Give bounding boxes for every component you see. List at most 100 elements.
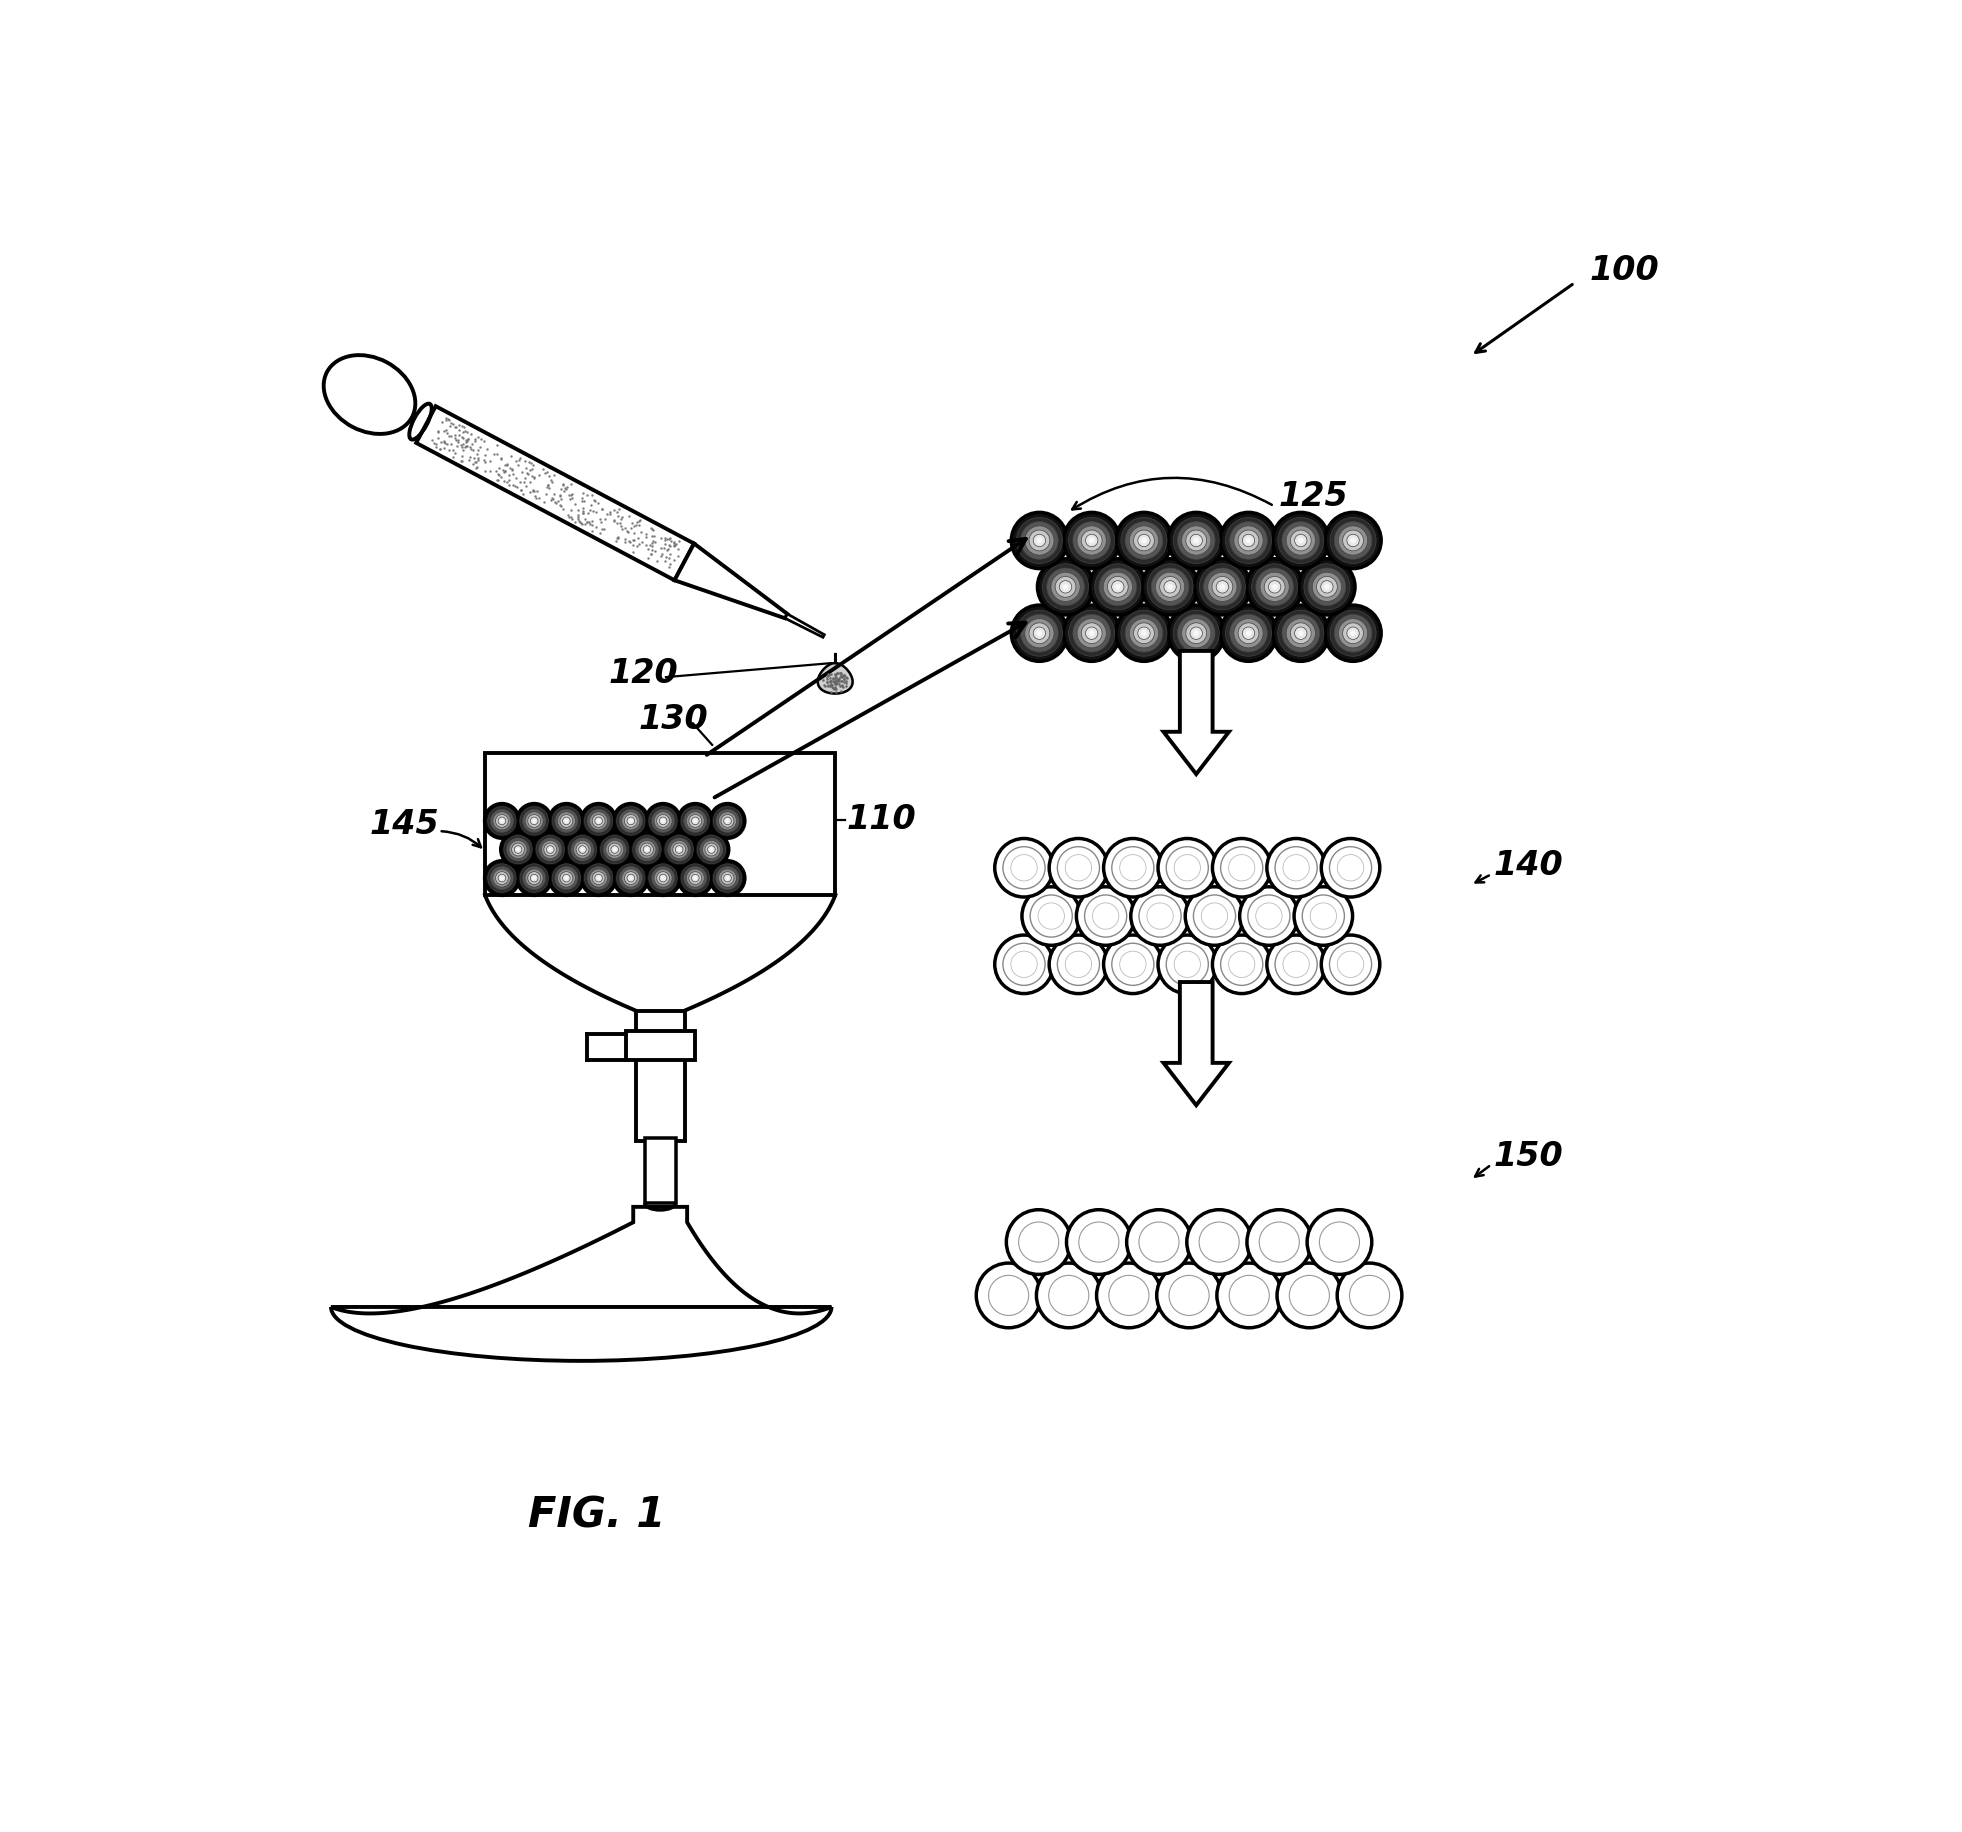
- Circle shape: [596, 878, 600, 881]
- Circle shape: [1246, 539, 1252, 544]
- Circle shape: [1124, 616, 1163, 652]
- Circle shape: [1152, 568, 1189, 606]
- Circle shape: [1238, 531, 1260, 551]
- Circle shape: [1085, 896, 1126, 938]
- Circle shape: [540, 839, 561, 861]
- Circle shape: [492, 812, 510, 830]
- Circle shape: [496, 872, 508, 885]
- Circle shape: [659, 876, 667, 883]
- Circle shape: [1067, 1211, 1132, 1275]
- Circle shape: [630, 834, 665, 867]
- Circle shape: [516, 861, 551, 896]
- Circle shape: [485, 861, 520, 896]
- Circle shape: [718, 870, 736, 889]
- Circle shape: [649, 808, 677, 835]
- Circle shape: [555, 810, 579, 834]
- Circle shape: [559, 815, 573, 828]
- Circle shape: [1320, 581, 1332, 594]
- Circle shape: [1063, 584, 1069, 590]
- Circle shape: [1334, 522, 1371, 561]
- Circle shape: [496, 815, 508, 828]
- Circle shape: [1156, 573, 1185, 603]
- Circle shape: [1281, 522, 1320, 561]
- Circle shape: [1103, 936, 1162, 995]
- Circle shape: [1160, 577, 1181, 597]
- Circle shape: [645, 804, 681, 839]
- Circle shape: [977, 1264, 1042, 1328]
- Text: 130: 130: [640, 702, 708, 735]
- Circle shape: [1230, 616, 1267, 652]
- Circle shape: [1052, 573, 1081, 603]
- Circle shape: [1299, 630, 1303, 638]
- Circle shape: [661, 878, 665, 881]
- Circle shape: [1073, 522, 1110, 561]
- Circle shape: [1248, 1211, 1313, 1275]
- Circle shape: [587, 867, 610, 890]
- Circle shape: [490, 810, 514, 834]
- Circle shape: [520, 808, 547, 835]
- Circle shape: [1024, 526, 1054, 555]
- Circle shape: [500, 819, 504, 823]
- Circle shape: [1283, 856, 1309, 881]
- Circle shape: [697, 835, 726, 865]
- Circle shape: [671, 841, 689, 859]
- Circle shape: [1264, 577, 1285, 597]
- Circle shape: [512, 843, 524, 856]
- Circle shape: [1042, 564, 1089, 610]
- Circle shape: [1081, 623, 1103, 645]
- Circle shape: [640, 843, 653, 856]
- Circle shape: [622, 870, 640, 889]
- Circle shape: [569, 835, 596, 865]
- Circle shape: [534, 834, 567, 867]
- Circle shape: [667, 839, 691, 861]
- Circle shape: [1193, 630, 1199, 638]
- Circle shape: [551, 865, 581, 892]
- Circle shape: [1346, 535, 1360, 548]
- Circle shape: [1177, 522, 1214, 561]
- Circle shape: [1213, 936, 1271, 995]
- Circle shape: [1181, 619, 1211, 649]
- Circle shape: [1287, 526, 1315, 555]
- Circle shape: [557, 812, 575, 830]
- Circle shape: [606, 841, 624, 859]
- Circle shape: [1063, 513, 1120, 570]
- Text: 145: 145: [369, 808, 439, 841]
- Circle shape: [1158, 839, 1216, 898]
- Circle shape: [1338, 1264, 1403, 1328]
- Circle shape: [1252, 564, 1297, 610]
- Circle shape: [1109, 1275, 1150, 1315]
- Circle shape: [1185, 531, 1207, 551]
- Circle shape: [492, 870, 510, 889]
- Circle shape: [1112, 581, 1124, 594]
- Circle shape: [1165, 846, 1209, 889]
- Circle shape: [638, 841, 655, 859]
- Circle shape: [1213, 839, 1271, 898]
- Circle shape: [1097, 1264, 1162, 1328]
- Circle shape: [555, 867, 579, 890]
- Circle shape: [1065, 951, 1091, 978]
- Circle shape: [565, 834, 600, 867]
- Circle shape: [616, 865, 645, 892]
- Circle shape: [573, 841, 591, 859]
- Circle shape: [1191, 628, 1203, 639]
- Circle shape: [1177, 616, 1214, 652]
- Circle shape: [716, 867, 740, 890]
- Circle shape: [1295, 887, 1352, 945]
- Circle shape: [1305, 564, 1350, 610]
- Text: 100: 100: [1589, 255, 1660, 288]
- Circle shape: [1199, 1222, 1240, 1262]
- Circle shape: [581, 861, 616, 896]
- Circle shape: [528, 872, 542, 885]
- Circle shape: [1338, 951, 1364, 978]
- Circle shape: [1203, 568, 1242, 606]
- Circle shape: [710, 848, 712, 852]
- Circle shape: [683, 867, 706, 890]
- Circle shape: [1342, 623, 1364, 645]
- Polygon shape: [332, 1207, 832, 1314]
- Circle shape: [1246, 630, 1252, 638]
- Circle shape: [1228, 1275, 1269, 1315]
- Circle shape: [1058, 846, 1099, 889]
- Circle shape: [1330, 846, 1371, 889]
- Circle shape: [1116, 513, 1171, 570]
- Polygon shape: [818, 654, 853, 694]
